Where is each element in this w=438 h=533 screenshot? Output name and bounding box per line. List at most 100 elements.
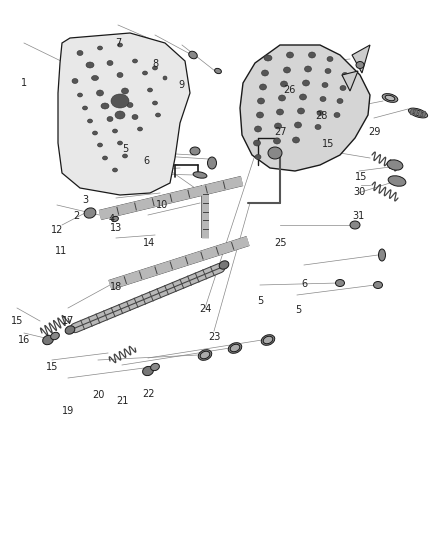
Ellipse shape (151, 364, 159, 370)
Ellipse shape (200, 351, 210, 359)
Ellipse shape (77, 51, 83, 55)
Text: 2: 2 (74, 211, 80, 221)
Ellipse shape (350, 221, 360, 229)
Ellipse shape (138, 127, 142, 131)
Ellipse shape (78, 93, 82, 97)
Ellipse shape (308, 52, 315, 58)
Ellipse shape (42, 335, 53, 345)
Ellipse shape (297, 108, 304, 114)
Ellipse shape (356, 61, 364, 69)
Ellipse shape (315, 125, 321, 130)
Ellipse shape (98, 46, 102, 50)
Ellipse shape (82, 106, 88, 110)
Ellipse shape (92, 131, 98, 135)
Text: 21: 21 (117, 396, 129, 406)
Ellipse shape (152, 66, 158, 70)
Text: 5: 5 (122, 144, 128, 154)
Ellipse shape (263, 336, 273, 344)
Text: 15: 15 (11, 316, 24, 326)
Ellipse shape (275, 123, 282, 129)
Ellipse shape (293, 137, 300, 143)
Ellipse shape (273, 152, 279, 157)
Ellipse shape (198, 350, 212, 360)
Ellipse shape (51, 332, 59, 340)
Ellipse shape (123, 154, 127, 158)
Ellipse shape (132, 115, 138, 119)
Text: 4: 4 (109, 214, 115, 223)
Ellipse shape (334, 112, 340, 117)
Ellipse shape (408, 108, 427, 118)
Text: 16: 16 (18, 335, 30, 344)
Ellipse shape (378, 249, 385, 261)
Text: 19: 19 (62, 407, 74, 416)
Ellipse shape (273, 138, 280, 144)
Text: 3: 3 (82, 195, 88, 205)
Text: 7: 7 (115, 38, 121, 47)
Ellipse shape (88, 119, 92, 123)
Ellipse shape (414, 110, 418, 116)
Ellipse shape (152, 101, 158, 105)
Ellipse shape (102, 156, 107, 160)
Ellipse shape (208, 157, 216, 169)
Ellipse shape (92, 76, 99, 80)
Ellipse shape (65, 326, 75, 334)
Text: 29: 29 (368, 127, 381, 137)
Text: 14: 14 (143, 238, 155, 247)
Text: 9: 9 (179, 80, 185, 90)
Ellipse shape (155, 113, 160, 117)
Ellipse shape (279, 95, 286, 101)
Ellipse shape (300, 94, 307, 100)
Text: 12: 12 (51, 225, 63, 235)
Ellipse shape (374, 281, 382, 288)
Text: 13: 13 (110, 223, 122, 233)
Text: 31: 31 (352, 211, 364, 221)
Ellipse shape (286, 52, 293, 58)
Text: 25: 25 (274, 238, 286, 247)
Ellipse shape (72, 78, 78, 84)
Ellipse shape (418, 110, 422, 116)
Text: 26: 26 (283, 85, 295, 94)
Ellipse shape (190, 147, 200, 155)
Ellipse shape (412, 110, 424, 116)
Text: 27: 27 (274, 127, 286, 137)
Ellipse shape (142, 71, 148, 75)
Ellipse shape (388, 176, 406, 186)
Ellipse shape (303, 80, 310, 86)
Ellipse shape (193, 172, 207, 178)
Ellipse shape (317, 110, 323, 116)
Ellipse shape (336, 279, 345, 287)
Ellipse shape (96, 90, 103, 96)
Ellipse shape (422, 111, 426, 117)
Text: 6: 6 (301, 279, 307, 288)
Ellipse shape (325, 69, 331, 74)
Ellipse shape (264, 55, 272, 61)
Ellipse shape (320, 96, 326, 101)
Text: 22: 22 (143, 390, 155, 399)
Ellipse shape (258, 98, 265, 104)
Ellipse shape (121, 88, 128, 94)
Ellipse shape (133, 59, 138, 63)
Ellipse shape (322, 83, 328, 87)
Ellipse shape (382, 94, 398, 102)
Ellipse shape (259, 84, 266, 90)
Ellipse shape (143, 366, 153, 376)
Ellipse shape (107, 117, 113, 122)
Ellipse shape (84, 208, 96, 218)
Text: 15: 15 (322, 139, 335, 149)
Ellipse shape (255, 155, 261, 159)
Ellipse shape (107, 61, 113, 66)
Ellipse shape (268, 147, 282, 159)
Ellipse shape (163, 76, 167, 80)
Ellipse shape (342, 72, 348, 77)
Ellipse shape (117, 43, 123, 47)
Ellipse shape (257, 112, 264, 118)
Text: 5: 5 (295, 305, 301, 315)
Ellipse shape (283, 67, 290, 73)
Ellipse shape (148, 88, 152, 92)
Ellipse shape (101, 103, 109, 109)
Text: 5: 5 (258, 296, 264, 306)
Ellipse shape (254, 140, 261, 146)
Ellipse shape (387, 160, 403, 170)
Text: 23: 23 (208, 332, 221, 342)
Ellipse shape (111, 94, 129, 108)
